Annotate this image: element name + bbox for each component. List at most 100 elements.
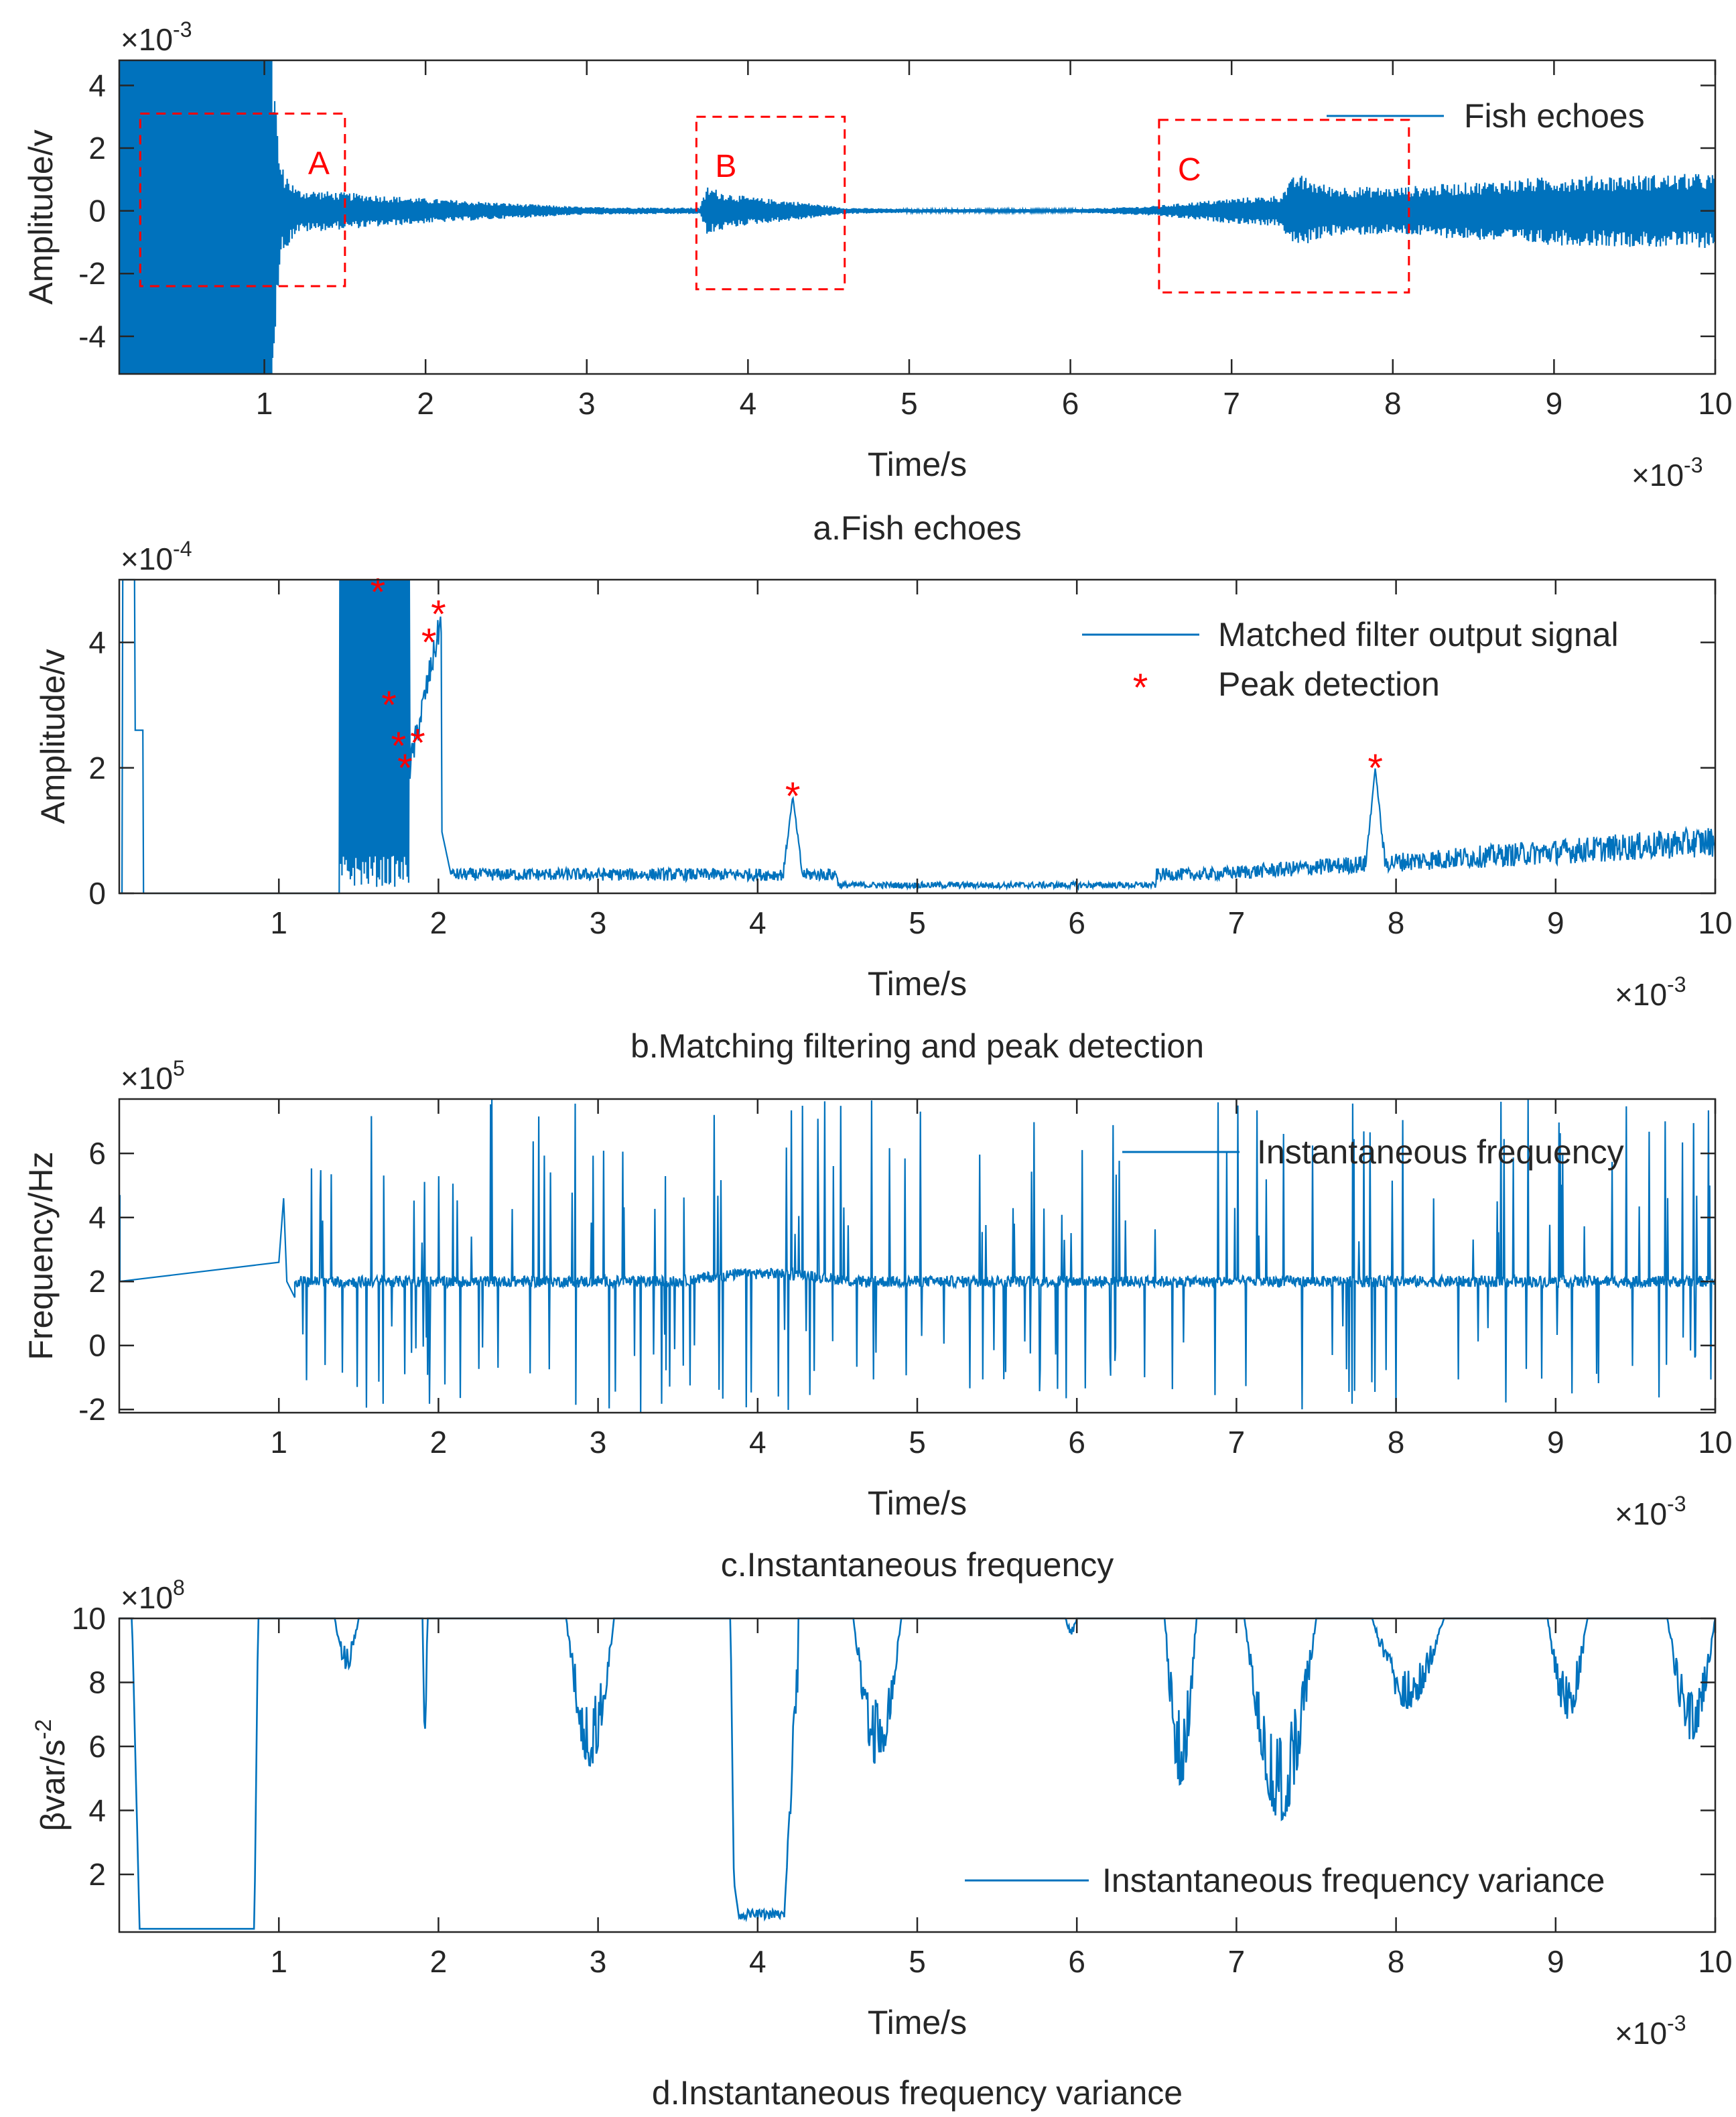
x-axis-label: Time/s: [868, 1484, 967, 1522]
legend: Instantaneous frequency variance: [965, 1862, 1605, 1899]
x-exponent: ×10-3: [1631, 453, 1702, 493]
x-tick-label: 6: [1068, 1944, 1085, 1979]
x-tick-label: 9: [1547, 1425, 1564, 1460]
x-tick-label: 8: [1384, 386, 1402, 421]
y-tick-label: 2: [88, 1857, 106, 1892]
x-tick-label: 2: [430, 1425, 448, 1460]
x-tick-label: 1: [256, 386, 273, 421]
peak-marker: *: [785, 775, 801, 818]
panel-title: d.Instantaneous frequency variance: [652, 2074, 1183, 2112]
x-tick-label: 9: [1547, 905, 1564, 940]
instantaneous-frequency-series: [119, 1098, 1716, 1413]
x-tick-label: 3: [578, 386, 596, 421]
y-tick-label: 4: [88, 1200, 106, 1235]
x-tick-label: 7: [1228, 1944, 1246, 1979]
x-tick-label: 7: [1223, 386, 1240, 421]
x-tick-label: 7: [1228, 905, 1246, 940]
peak-marker: *: [431, 592, 446, 636]
y-tick-label: 0: [88, 194, 106, 229]
peak-marker: *: [410, 721, 425, 765]
x-tick-label: 3: [590, 1944, 607, 1979]
x-tick-label: 2: [430, 1944, 448, 1979]
region-label: A: [308, 146, 330, 182]
x-tick-label: 1: [270, 905, 287, 940]
y-axis-label: Amplitude/v: [34, 649, 72, 824]
x-axis-label: Time/s: [868, 446, 967, 483]
x-tick-label: 5: [909, 905, 926, 940]
y-tick-label: 10: [72, 1601, 106, 1636]
x-tick-label: 8: [1388, 1944, 1405, 1979]
x-tick-label: 10: [1698, 386, 1732, 421]
y-exponent: ×105: [121, 1056, 185, 1096]
legend: Matched filter output signal * Peak dete…: [1082, 616, 1619, 710]
x-tick-label: 10: [1698, 905, 1732, 940]
panel-b-matched-filter: ********* 1 2 3 4 5 6 7 8 9 10 024 ×10-4 Amplitud…: [34, 537, 1733, 1065]
y-tick-label: 0: [88, 1328, 106, 1363]
panel-c-instantaneous-frequency: 1 2 3 4 5 6 7 8 9 10 -2 0 2 4 6 ×105 Frequency/Hz Tim…: [22, 1056, 1733, 1584]
y-tick-label: 6: [88, 1729, 106, 1764]
x-axis-label: Time/s: [868, 965, 967, 1003]
legend-label: Instantaneous frequency variance: [1102, 1862, 1605, 1899]
region-label: C: [1178, 152, 1201, 188]
legend: Fish echoes: [1327, 97, 1645, 135]
x-exponent: ×10-3: [1615, 2011, 1686, 2051]
y-tick-label: -4: [78, 319, 106, 354]
x-tick-label: 5: [909, 1944, 926, 1979]
y-axis-label: Amplitude/v: [22, 129, 60, 304]
x-tick-label: 9: [1547, 1944, 1564, 1979]
legend-label: Matched filter output signal: [1218, 616, 1619, 653]
x-tick-label: 5: [909, 1425, 926, 1460]
panel-title: c.Instantaneous frequency: [721, 1546, 1114, 1584]
region-label: B: [715, 149, 736, 184]
x-exponent: ×10-3: [1615, 1492, 1686, 1531]
y-tick-label: 2: [88, 131, 106, 166]
fish-echoes-series: [118, 60, 1717, 368]
panel-a-fish-echoes: A B C 1 2 3 4 5 6 7 8 9 10 -4 -2 0 2 4 ×10-3 Amplitude/…: [22, 17, 1733, 547]
legend-marker-swatch: *: [1133, 666, 1148, 710]
peak-marker: *: [371, 571, 386, 615]
y-tick-label: 4: [88, 1793, 106, 1828]
x-tick-label: 3: [590, 905, 607, 940]
y-tick-label: 2: [88, 751, 106, 785]
y-axis-label: Frequency/Hz: [22, 1151, 60, 1360]
x-tick-label: 6: [1062, 386, 1079, 421]
x-tick-label: 6: [1068, 1425, 1085, 1460]
x-tick-label: 8: [1388, 1425, 1405, 1460]
legend-label: Peak detection: [1218, 665, 1440, 703]
saturated-burst: [119, 60, 273, 374]
x-tick-label: 1: [270, 1944, 287, 1979]
x-tick-label: 6: [1068, 905, 1085, 940]
legend-label: Instantaneous frequency: [1257, 1133, 1624, 1171]
x-tick-label: 4: [740, 386, 757, 421]
y-tick-label: -2: [78, 1392, 106, 1427]
x-tick-label: 9: [1546, 386, 1563, 421]
y-exponent: ×10-3: [121, 17, 192, 57]
x-tick-label: 2: [430, 905, 448, 940]
x-tick-label: 4: [749, 1425, 766, 1460]
y-axis-label: βvar/s-2: [31, 1719, 72, 1831]
y-tick-label: -2: [78, 256, 106, 291]
x-tick-label: 3: [590, 1425, 607, 1460]
y-tick-label: 4: [88, 68, 106, 103]
y-tick-label: 8: [88, 1665, 106, 1700]
region-box-c: [1158, 119, 1410, 294]
y-tick-label: 4: [88, 625, 106, 660]
x-tick-label: 4: [749, 905, 766, 940]
panel-title: b.Matching filtering and peak detection: [630, 1027, 1204, 1065]
panel-title: a.Fish echoes: [813, 509, 1021, 547]
plot-frame: [118, 59, 1717, 375]
x-exponent: ×10-3: [1615, 972, 1686, 1012]
y-tick-label: 6: [88, 1136, 106, 1171]
peak-marker: *: [391, 724, 407, 768]
peak-marker: *: [1367, 747, 1383, 790]
peak-marker: *: [421, 621, 437, 665]
peak-marker: *: [381, 684, 397, 727]
region-box-a: [139, 113, 346, 287]
x-tick-label: 10: [1698, 1425, 1732, 1460]
x-tick-label: 4: [749, 1944, 766, 1979]
y-tick-label: 2: [88, 1264, 106, 1299]
legend-label: Fish echoes: [1464, 97, 1645, 135]
x-tick-label: 8: [1388, 905, 1405, 940]
x-tick-label: 5: [900, 386, 918, 421]
